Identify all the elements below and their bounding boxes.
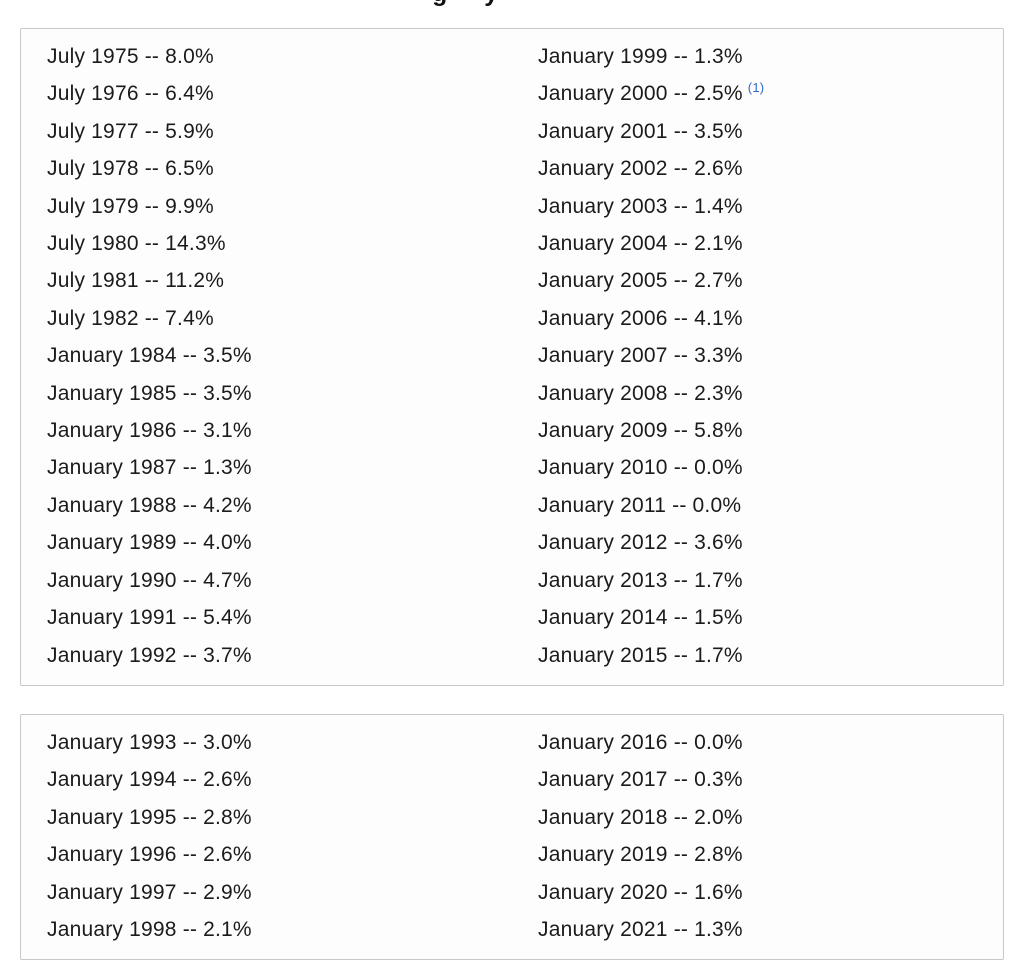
list-item: January 2008 -- 2.3% [538, 381, 743, 405]
cola-list-box-lower: January 1993 -- 3.0% January 1994 -- 2.6%… [20, 713, 1004, 961]
list-item: January 2003 -- 1.4% [538, 194, 743, 218]
clipped-page-heading: g y [0, 0, 1024, 12]
list-item: January 1989 -- 4.0% [47, 531, 252, 555]
list-item: July 1982 -- 7.4% [47, 306, 214, 330]
list-item: January 2021 -- 1.3% [538, 917, 743, 941]
list-item: July 1975 -- 8.0% [47, 45, 214, 68]
list-item: July 1978 -- 6.5% [47, 157, 214, 181]
list-item: January 2001 -- 3.5% [538, 119, 743, 143]
list-item: January 1990 -- 4.7% [47, 568, 252, 592]
cola-list-box-upper: July 1975 -- 8.0% July 1976 -- 6.4% July 1… [20, 28, 1004, 686]
list-item: January 1997 -- 2.9% [47, 880, 252, 904]
list-item: January 1993 -- 3.0% [47, 730, 252, 754]
list-item: January 2020 -- 1.6% [538, 880, 743, 904]
list-item: January 1984 -- 3.5% [47, 344, 252, 368]
list-item: January 2005 -- 2.7% [538, 269, 743, 293]
list-item: January 2016 -- 0.0% [538, 730, 743, 754]
list-item: January 2002 -- 2.6% [538, 157, 743, 181]
list-item: January 2018 -- 2.0% [538, 805, 743, 829]
list-item: January 2017 -- 0.3% [538, 768, 743, 792]
list-item: January 2014 -- 1.5% [538, 606, 743, 630]
list-item: January 1999 -- 1.3% [538, 45, 743, 68]
list-item: January 2019 -- 2.8% [538, 843, 743, 867]
cola-column-1993-1998: January 1993 -- 3.0% January 1994 -- 2.6%… [21, 724, 512, 948]
list-item: January 1995 -- 2.8% [47, 805, 252, 829]
cola-column-2016-2021: January 2016 -- 0.0% January 2017 -- 0.3%… [512, 724, 1003, 948]
list-item: January 2012 -- 3.6% [538, 531, 743, 555]
list-item: January 2013 -- 1.7% [538, 568, 743, 592]
list-item: January 2000 -- 2.5% (1) [538, 80, 765, 106]
list-item: January 1992 -- 3.7% [47, 643, 252, 667]
list-item: January 2006 -- 4.1% [538, 306, 743, 330]
list-item: July 1977 -- 5.9% [47, 119, 214, 143]
list-item: July 1980 -- 14.3% [47, 232, 226, 256]
list-item: January 1987 -- 1.3% [47, 456, 252, 480]
list-item: July 1981 -- 11.2% [47, 269, 225, 293]
cola-column-1975-1992: July 1975 -- 8.0% July 1976 -- 6.4% July 1… [21, 38, 512, 674]
clipped-heading-text: g y [432, 0, 498, 8]
list-item: January 1991 -- 5.4% [47, 606, 252, 630]
list-item: January 1998 -- 2.1% [47, 917, 252, 941]
list-item: July 1976 -- 6.4% [47, 82, 214, 106]
list-item: January 2015 -- 1.7% [538, 643, 743, 667]
list-item: January 2004 -- 2.1% [538, 232, 743, 256]
list-item: January 2010 -- 0.0% [538, 456, 743, 480]
list-item: January 1985 -- 3.5% [47, 381, 252, 405]
list-item: January 2007 -- 3.3% [538, 344, 743, 368]
reference-link[interactable]: (1) [747, 80, 765, 96]
cola-column-1999-2015: January 1999 -- 1.3% January 2000 -- 2.5%… [512, 38, 1003, 674]
list-item: January 1994 -- 2.6% [47, 768, 252, 792]
list-item: January 1996 -- 2.6% [47, 843, 252, 867]
list-item: January 1986 -- 3.1% [47, 419, 252, 443]
list-item: July 1979 -- 9.9% [47, 194, 214, 218]
list-item: January 2009 -- 5.8% [538, 419, 743, 443]
list-item: January 2011 -- 0.0% [538, 493, 742, 517]
list-item: January 1988 -- 4.2% [47, 493, 252, 517]
